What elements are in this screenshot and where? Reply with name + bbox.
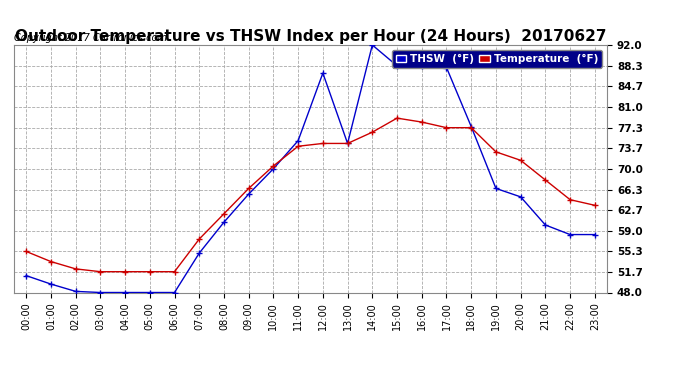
Legend: THSW  (°F), Temperature  (°F): THSW (°F), Temperature (°F) <box>392 50 602 68</box>
Text: Copyright 2017 Cartronics.com: Copyright 2017 Cartronics.com <box>14 33 167 42</box>
Title: Outdoor Temperature vs THSW Index per Hour (24 Hours)  20170627: Outdoor Temperature vs THSW Index per Ho… <box>14 29 607 44</box>
